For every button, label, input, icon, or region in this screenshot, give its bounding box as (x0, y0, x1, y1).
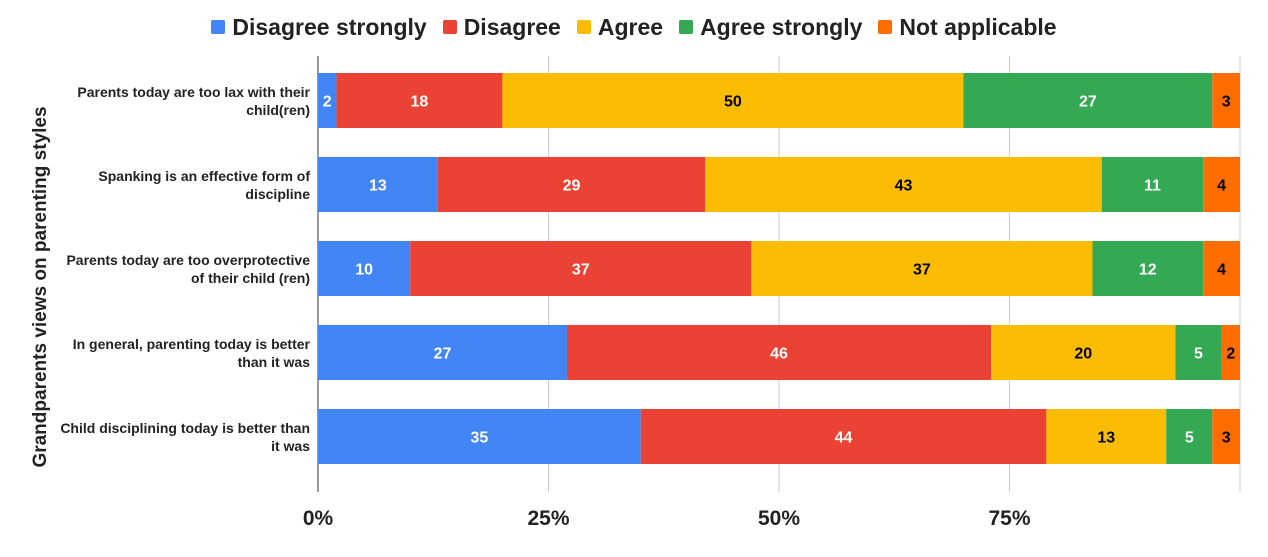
data-label: 44 (835, 430, 853, 447)
data-label: 50 (724, 94, 742, 111)
legend-label: Not applicable (899, 13, 1057, 40)
data-label: 4 (1217, 178, 1226, 195)
bar-segment (1212, 73, 1240, 128)
bar-segment (566, 325, 992, 380)
bar-segment (318, 409, 641, 464)
category-label: Parents today are too overprotective of … (66, 251, 310, 286)
data-label: 37 (572, 262, 590, 279)
x-tick-label: 0% (302, 507, 334, 530)
data-label: 4 (1217, 262, 1226, 279)
chart-legend: Disagree strongly Disagree Agree Agree stro… (0, 10, 1268, 44)
data-label: 12 (1139, 262, 1157, 279)
bar-segment (1221, 325, 1240, 380)
data-label: 5 (1185, 430, 1194, 447)
legend-swatch (878, 20, 893, 34)
data-label: 37 (913, 262, 931, 279)
data-label: 5 (1194, 346, 1203, 363)
bar-segment (1212, 409, 1240, 464)
x-tick-label: 75% (988, 507, 1031, 530)
bar-segment (318, 241, 411, 296)
bar-segment (751, 241, 1093, 296)
data-label: 3 (1222, 430, 1231, 447)
legend-item: Not applicable (878, 13, 1057, 41)
bar-segment (318, 157, 438, 212)
data-label: 18 (411, 94, 429, 111)
data-label: 13 (369, 178, 387, 195)
data-label: 13 (1097, 430, 1115, 447)
bar-segment (1175, 325, 1222, 380)
legend-label: Agree strongly (700, 13, 863, 40)
data-label: 11 (1144, 178, 1161, 195)
bar-segment (1203, 241, 1240, 296)
bar-segment (991, 325, 1176, 380)
bar-segment (1092, 241, 1204, 296)
bar-segment (318, 73, 337, 128)
data-label: 3 (1222, 94, 1231, 111)
category-label: Child disciplining today is better than … (60, 419, 310, 454)
data-label: 27 (1079, 94, 1097, 111)
legend-item: Disagree strongly (211, 13, 427, 41)
legend-item: Agree strongly (679, 14, 862, 41)
bar-segment (1101, 157, 1204, 212)
data-label: 10 (355, 262, 373, 279)
data-label: 2 (1226, 346, 1235, 363)
bar-segment (410, 241, 752, 296)
legend-item: Disagree (442, 13, 561, 41)
data-label: 2 (323, 94, 332, 111)
legend-swatch (442, 20, 457, 34)
x-tick-label: 50% (757, 507, 801, 530)
bar-segment (1166, 409, 1213, 464)
legend-label: Agree (597, 13, 664, 40)
bar-segment (705, 157, 1102, 212)
bar-segment (1046, 409, 1167, 464)
data-label: 27 (434, 346, 452, 363)
x-tick-label: 25% (527, 507, 570, 530)
legend-label: Disagree (463, 13, 561, 40)
bar-segment (1203, 157, 1240, 212)
data-label: 29 (563, 178, 581, 195)
category-label: Parents today are too lax with their chi… (77, 83, 310, 118)
category-label: Spanking is an effective form of discipl… (98, 167, 310, 202)
category-label: In general, parenting today is better th… (72, 335, 310, 370)
bar-segment (963, 73, 1213, 128)
bar-segment (318, 325, 567, 380)
data-label: 43 (895, 178, 913, 195)
data-label: 20 (1074, 346, 1092, 363)
bar-segment (437, 157, 706, 212)
legend-swatch (576, 20, 591, 34)
legend-label: Disagree strongly (232, 13, 427, 40)
legend-swatch (679, 20, 694, 34)
bar-segment (640, 409, 1047, 464)
legend-item: Agree (576, 13, 664, 41)
bar-segment (502, 73, 964, 128)
legend-swatch (211, 20, 226, 34)
data-label: 35 (470, 430, 488, 447)
bar-segment (336, 73, 503, 128)
data-label: 46 (770, 346, 788, 363)
